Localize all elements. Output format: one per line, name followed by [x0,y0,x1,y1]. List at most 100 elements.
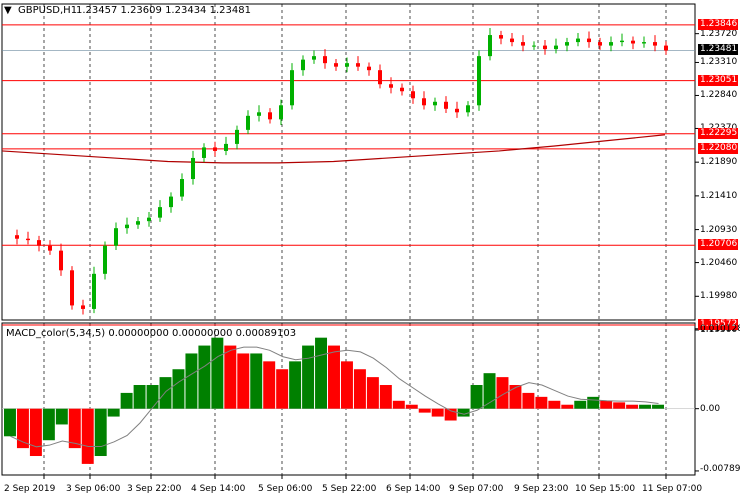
candle-body [620,40,624,43]
candle-body [598,42,602,46]
candle-body [125,224,129,229]
candle-body [37,240,41,246]
macd-bar [366,377,379,409]
price-tick-label: 1.20460 [700,257,738,268]
time-tick-label: 5 Sep 22:00 [322,484,377,494]
candle-body [334,63,338,67]
macd-bar [470,385,483,409]
candle-body [257,112,261,116]
candle-body [191,157,195,180]
candle-body [202,147,206,158]
candle-body [268,112,272,120]
macd-bar [29,408,42,457]
price-tick-label: 1.21890 [700,157,738,168]
macd-bar [146,385,159,409]
macd-bar [431,408,444,417]
candle-body [554,45,558,50]
macd-bar [418,408,431,413]
macd-bar [263,361,276,409]
candle-body [48,245,52,251]
macd-bar [600,400,613,409]
price-badge: 1.20706 [698,239,738,251]
macd-bar [522,392,535,409]
macd-bar [392,400,405,409]
candle-body [103,245,107,274]
price-badge: 1.23051 [698,74,738,86]
candle-body [81,305,85,309]
candle-body [92,273,96,309]
candle-body [411,91,415,99]
macd-bar [379,385,392,409]
candle-body [664,45,668,51]
candle-body [367,66,371,71]
price-badge: 1.22295 [698,127,738,139]
candle-body [609,42,613,46]
candle-body [532,45,536,47]
candle-body [378,70,382,85]
candle-body [15,235,19,239]
macd-bar [120,392,133,409]
candle-body [466,105,470,113]
macd-bar [548,400,561,409]
candle-body [477,56,481,106]
price-badge: 1.23481 [698,44,738,56]
macd-bar [496,377,509,409]
macd-bar [185,353,198,409]
macd-bar [509,385,522,409]
indicator-title: MACD_color(5,34,5) 0.00000000 0.00000000… [6,328,297,339]
macd-bar [574,400,587,409]
time-tick-label: 5 Sep 06:00 [258,484,313,494]
candle-body [521,42,525,46]
candle-body [158,207,162,218]
candle-body [59,250,63,271]
macd-bar [94,408,107,457]
macd-bar [237,353,250,409]
time-tick-label: 9 Sep 07:00 [449,484,504,494]
macd-bar [328,345,340,409]
candle-body [290,70,294,106]
indicator-tick-label: 0.00 [700,403,721,414]
time-tick-label: 2 Sep 2019 [4,484,56,494]
candle-body [433,101,437,106]
time-tick-label: 3 Sep 22:00 [127,484,182,494]
candle-body [510,38,514,43]
candle-body [213,147,217,151]
macd-bar [68,408,81,449]
macd-bar [353,369,366,409]
macd-bar [444,408,457,421]
macd-bar [405,404,418,409]
candle-body [345,63,349,67]
macd-bar [276,369,289,409]
macd-bar [211,337,224,409]
price-badge: 1.22080 [698,142,738,154]
candle-body [235,129,239,144]
candle-body [488,35,492,57]
macd-bar [107,408,120,417]
macd-bar [133,385,146,409]
candle-body [312,56,316,60]
candle-body [147,217,151,222]
triangle-down-icon[interactable]: ▼ [4,5,12,16]
price-tick-label: 1.19980 [700,291,738,302]
candle-body [455,108,459,113]
indicator-tick-label: 0.0101283 [700,324,740,334]
price-badge: 1.23846 [698,18,738,30]
macd-bar [340,361,353,409]
macd-bar [315,337,328,409]
macd-bar [250,353,263,409]
candle-body [301,59,305,71]
time-tick-label: 3 Sep 06:00 [66,484,121,494]
candle-body [565,42,569,46]
price-badge: 1.19572 [698,318,738,330]
price-tick-label: 1.23310 [700,57,738,68]
macd-bar [42,408,55,441]
candle-body [400,87,404,92]
candle-body [642,42,646,44]
macd-bar [55,408,68,425]
macd-signal-line [10,346,659,448]
candle-body [356,63,360,67]
candle-body [114,228,118,246]
candle-body [323,56,327,64]
